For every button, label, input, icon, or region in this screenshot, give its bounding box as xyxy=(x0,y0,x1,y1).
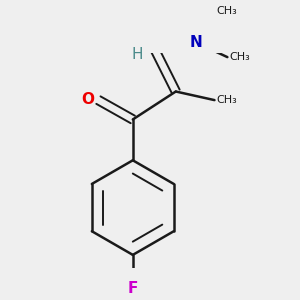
Text: F: F xyxy=(128,281,138,296)
Text: CH₃: CH₃ xyxy=(217,6,237,16)
Text: N: N xyxy=(190,34,203,50)
Text: CH₃: CH₃ xyxy=(230,52,250,62)
Text: H: H xyxy=(131,47,143,62)
Text: CH₃: CH₃ xyxy=(217,95,237,105)
Text: O: O xyxy=(82,92,94,106)
